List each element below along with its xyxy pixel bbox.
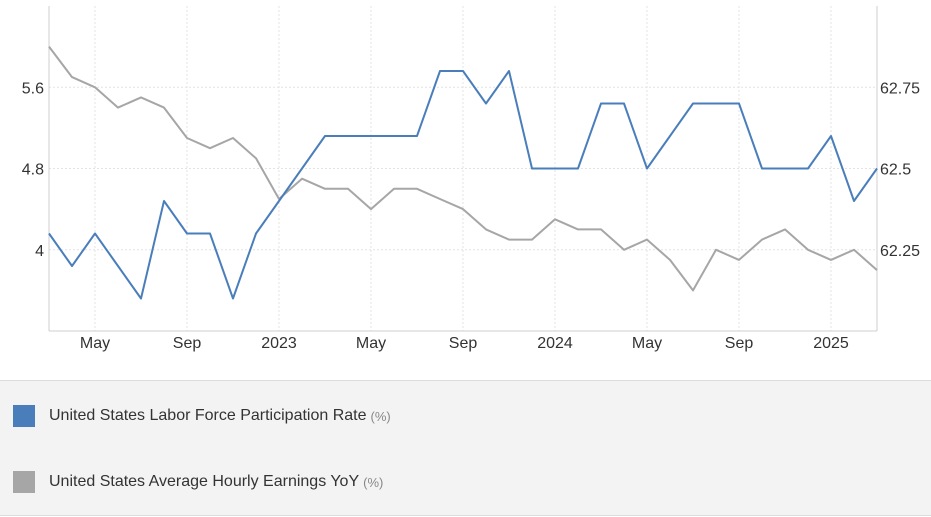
y-left-tick-label: 4 [35,243,44,260]
legend-unit-hourly-earnings: (%) [363,474,384,490]
line-chart: 4 4.8 5.6 62.25 62.5 62.75 May Sep 2023 May Sep 202… [22,6,920,352]
legend-item-labor-force[interactable]: United States Labor Force Participation … [13,405,391,427]
legend-swatch-hourly-earnings [13,471,35,493]
y-left-tick-label: 4.8 [22,162,44,179]
series-line-hourly-earnings [48,45,878,292]
x-tick-label: May [356,335,386,352]
x-tick-label: Sep [449,335,478,352]
series-line-labor-force [48,70,878,300]
x-tick-label: 2023 [261,335,297,352]
y-right-tick-label: 62.75 [880,80,920,97]
legend-item-hourly-earnings[interactable]: United States Average Hourly Earnings Yo… [13,471,383,493]
chart-legend: United States Labor Force Participation … [0,380,931,516]
legend-swatch-labor-force [13,405,35,427]
x-tick-label: 2025 [813,335,849,352]
x-tick-label: May [632,335,662,352]
legend-label-hourly-earnings: United States Average Hourly Earnings Yo… [49,473,360,490]
x-tick-label: Sep [173,335,202,352]
chart-area: 4 4.8 5.6 62.25 62.5 62.75 May Sep 2023 May Sep 202… [21,6,921,352]
legend-unit-labor-force: (%) [370,408,391,424]
x-tick-label: May [80,335,110,352]
x-tick-label: Sep [725,335,754,352]
x-tick-label: 2024 [537,335,573,352]
legend-label-labor-force: United States Labor Force Participation … [49,407,367,424]
y-right-tick-label: 62.5 [880,162,911,179]
y-right-tick-label: 62.25 [880,243,920,260]
y-left-tick-label: 5.6 [22,80,44,97]
